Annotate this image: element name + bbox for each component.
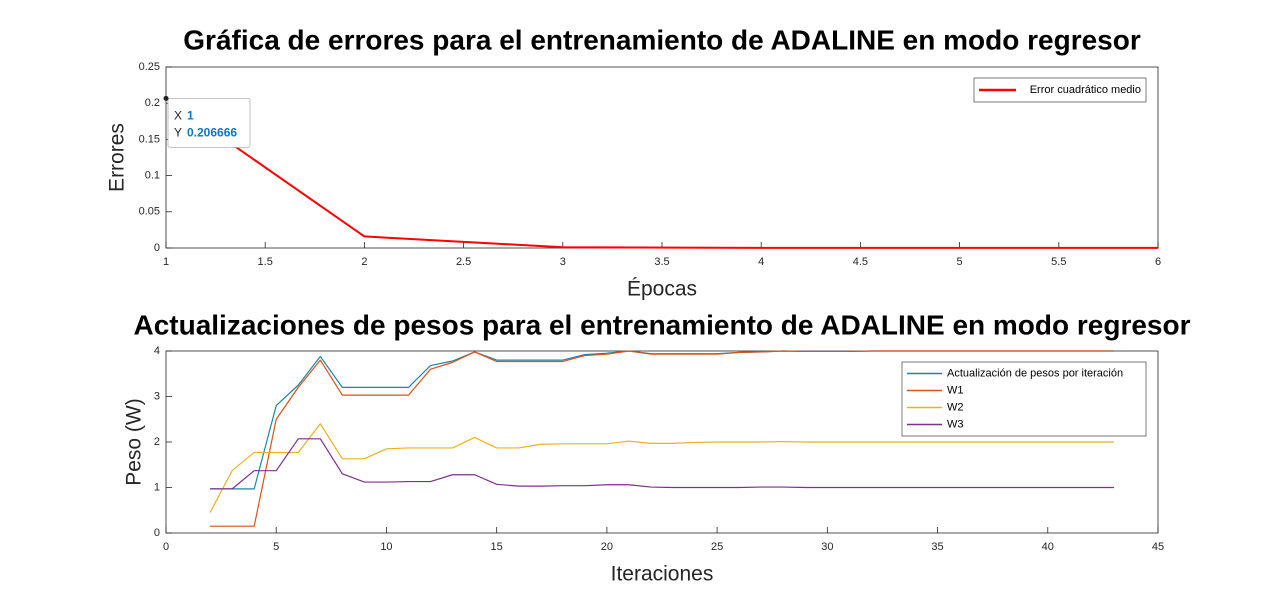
datatip-x-value: 1 bbox=[187, 109, 194, 123]
x-tick-label: 1 bbox=[163, 256, 169, 268]
legend-label: W2 bbox=[947, 401, 964, 413]
y-tick-label: 4 bbox=[154, 345, 160, 357]
x-tick-label: 25 bbox=[711, 541, 723, 553]
y-tick-label: 0.25 bbox=[139, 61, 160, 73]
y-tick-label: 2 bbox=[154, 436, 160, 448]
x-tick-label: 0 bbox=[163, 541, 169, 553]
x-tick-label: 3 bbox=[560, 256, 566, 268]
legend-label: Actualización de pesos por iteración bbox=[947, 367, 1123, 379]
x-tick-label: 45 bbox=[1152, 541, 1164, 553]
datatip-box bbox=[167, 97, 251, 148]
x-tick-label: 35 bbox=[931, 541, 943, 553]
y-axis-label: Peso (W) bbox=[123, 398, 146, 486]
x-tick-label: 2.5 bbox=[456, 256, 471, 268]
y-tick-label: 1 bbox=[154, 481, 160, 493]
data-line bbox=[210, 350, 1114, 527]
data-line bbox=[165, 97, 1158, 249]
x-tick-label: 20 bbox=[601, 541, 613, 553]
x-tick-label: 30 bbox=[821, 541, 833, 553]
y-tick-label: 3 bbox=[154, 390, 160, 402]
y-axis-label: Errores bbox=[106, 123, 129, 192]
datatip-x-name: X bbox=[174, 109, 182, 123]
data-line bbox=[210, 438, 1114, 490]
x-tick-label: 5 bbox=[273, 541, 279, 553]
x-tick-label: 4.5 bbox=[853, 256, 868, 268]
datatip-y-name: Y bbox=[174, 126, 182, 140]
x-tick-label: 2 bbox=[361, 256, 367, 268]
legend-label: W3 bbox=[947, 418, 964, 430]
datatip-y-value: 0.206666 bbox=[187, 126, 237, 140]
legend-label: Error cuadrático medio bbox=[1030, 84, 1141, 96]
x-tick-label: 5.5 bbox=[1051, 256, 1066, 268]
chart-title: Gráfica de errores para el entrenamiento… bbox=[183, 24, 1141, 55]
x-tick-label: 15 bbox=[491, 541, 503, 553]
legend-box bbox=[901, 361, 1147, 437]
y-tick-label: 0.2 bbox=[145, 97, 160, 109]
x-tick-label: 40 bbox=[1042, 541, 1054, 553]
x-tick-label: 5 bbox=[957, 256, 963, 268]
y-tick-label: 0.1 bbox=[145, 170, 160, 182]
y-tick-label: 0 bbox=[154, 242, 160, 254]
y-tick-label: 0.05 bbox=[139, 206, 160, 218]
data-line bbox=[209, 423, 1114, 513]
x-tick-label: 3.5 bbox=[654, 256, 669, 268]
x-tick-label: 10 bbox=[380, 541, 392, 553]
x-axis-label: Épocas bbox=[627, 278, 697, 301]
legend-label: W1 bbox=[947, 384, 964, 396]
y-tick-label: 0.15 bbox=[139, 133, 160, 145]
datatip-marker bbox=[163, 95, 169, 101]
x-axis-label: Iteraciones bbox=[611, 563, 714, 586]
x-tick-label: 6 bbox=[1155, 256, 1161, 268]
x-tick-label: 4 bbox=[758, 256, 764, 268]
x-tick-label: 1.5 bbox=[258, 256, 273, 268]
chart-title: Actualizaciones de pesos para el entrena… bbox=[133, 309, 1190, 340]
y-tick-label: 0 bbox=[154, 527, 160, 539]
